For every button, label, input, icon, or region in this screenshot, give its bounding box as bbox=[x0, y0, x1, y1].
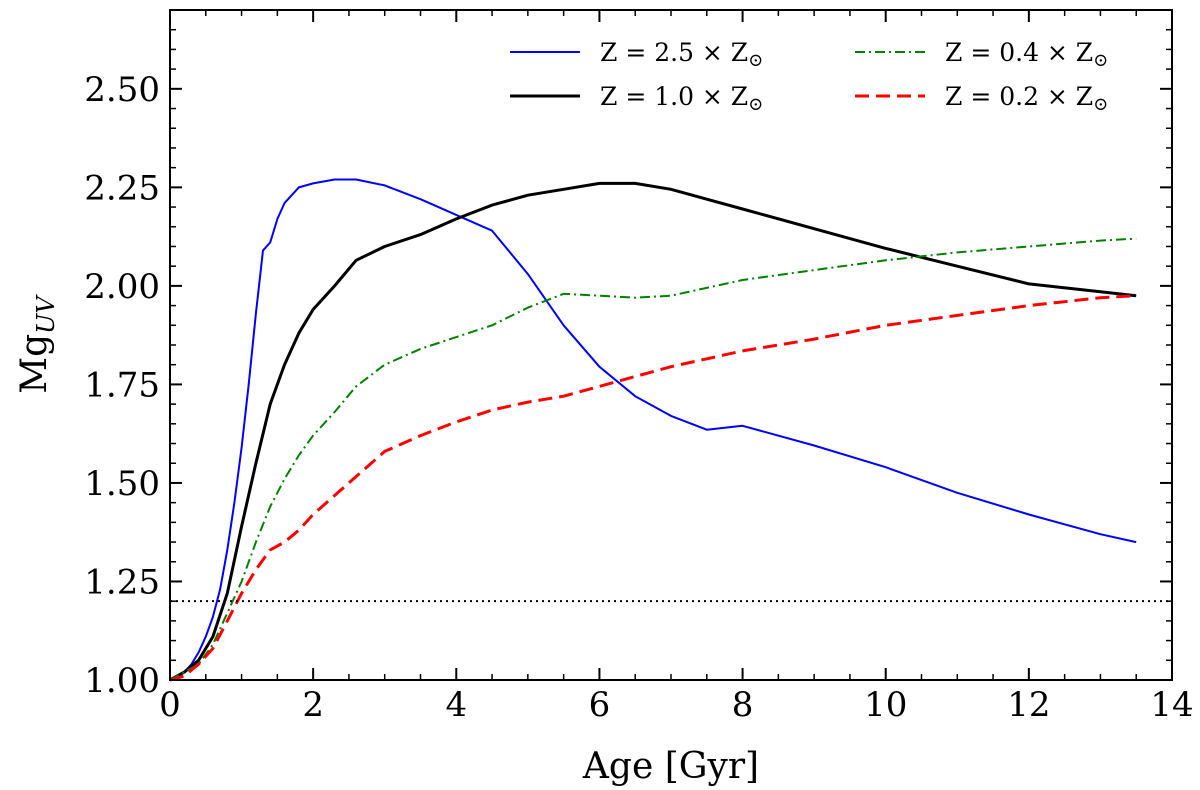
x-tick-label: 14 bbox=[1150, 685, 1193, 725]
y-tick-label: 1.50 bbox=[84, 464, 160, 504]
legend-label-1: Z = 1.0 × Z⊙ bbox=[600, 82, 763, 115]
plot-frame bbox=[169, 9, 1173, 681]
legend-label-sun-symbol: ⊙ bbox=[1093, 94, 1108, 115]
series-line-1 bbox=[169, 181, 1137, 682]
x-tick-label: 10 bbox=[864, 685, 907, 725]
y-axis-title: MgUV bbox=[14, 294, 60, 394]
y-tick-label: 1.00 bbox=[84, 661, 160, 701]
legend-label-sun-symbol: ⊙ bbox=[748, 94, 763, 115]
y-axis-title-sub: UV bbox=[32, 294, 60, 334]
y-tick-label: 1.75 bbox=[84, 365, 160, 405]
legend-label-sun-symbol: ⊙ bbox=[748, 50, 763, 71]
x-tick-label: 4 bbox=[445, 685, 467, 725]
x-tick-label: 2 bbox=[302, 685, 324, 725]
series-line-0 bbox=[169, 178, 1137, 681]
y-tick-label: 1.25 bbox=[84, 562, 160, 602]
legend-label-main: Z = 0.4 × Z bbox=[945, 38, 1093, 67]
legend-label-3: Z = 0.2 × Z⊙ bbox=[945, 82, 1108, 115]
legend-label-0: Z = 2.5 × Z⊙ bbox=[600, 38, 763, 71]
series-line-3 bbox=[169, 294, 1137, 682]
x-axis-title: Age [Gyr] bbox=[582, 746, 759, 787]
y-tick-label: 2.50 bbox=[84, 70, 160, 110]
series-layer bbox=[169, 178, 1137, 682]
legend-label-sun-symbol: ⊙ bbox=[1093, 50, 1108, 71]
y-axis-title-main: Mg bbox=[14, 334, 55, 394]
x-tick-label: 8 bbox=[732, 685, 754, 725]
x-tick-label: 12 bbox=[1007, 685, 1050, 725]
y-tick-label: 2.25 bbox=[84, 168, 160, 208]
legend: Z = 2.5 × Z⊙Z = 1.0 × Z⊙Z = 0.4 × Z⊙Z = … bbox=[510, 38, 1108, 115]
legend-label-main: Z = 2.5 × Z bbox=[600, 38, 748, 67]
legend-label-main: Z = 0.2 × Z bbox=[945, 82, 1093, 111]
x-tick-label: 6 bbox=[589, 685, 611, 725]
y-tick-label: 2.00 bbox=[84, 267, 160, 307]
x-tick-label: 0 bbox=[159, 685, 181, 725]
legend-label-2: Z = 0.4 × Z⊙ bbox=[945, 38, 1108, 71]
series-line-2 bbox=[169, 237, 1137, 681]
tick-labels: 0 2 4 6 8 10 12 14 1.00 1.25 1.50 1.75 2.00 2.25 2.50 bbox=[84, 70, 1193, 725]
legend-label-main: Z = 1.0 × Z bbox=[600, 82, 748, 111]
